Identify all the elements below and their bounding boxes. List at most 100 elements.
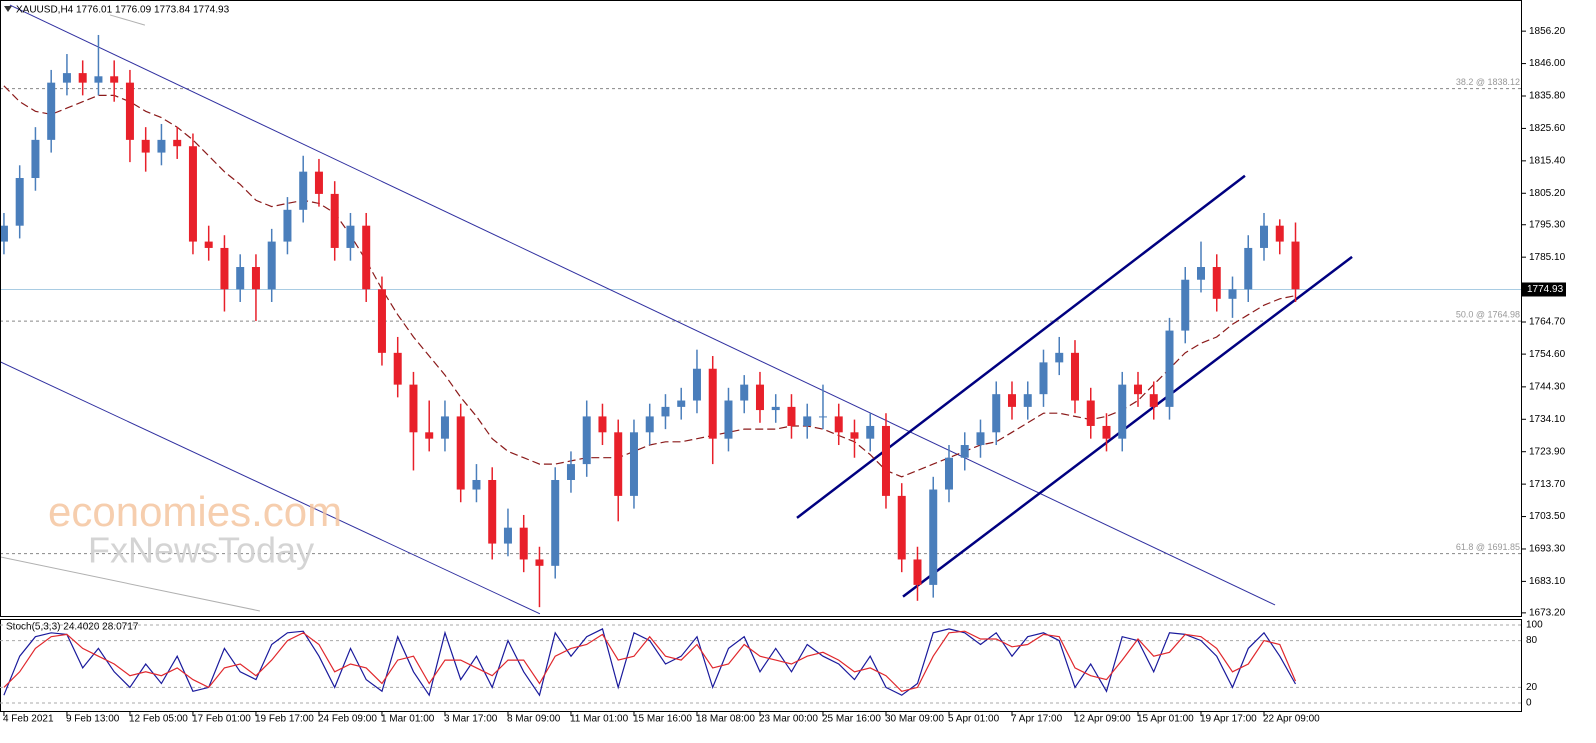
candle-body bbox=[881, 425, 890, 496]
candle-body bbox=[1165, 330, 1174, 407]
candle-body bbox=[692, 368, 701, 401]
candle-body bbox=[976, 432, 985, 446]
candle-body bbox=[94, 76, 103, 83]
stoch-panel-border bbox=[0, 619, 1522, 712]
candle-body bbox=[314, 171, 323, 194]
candle-body bbox=[125, 82, 134, 140]
candle-body bbox=[755, 384, 764, 411]
candle-body bbox=[787, 406, 796, 426]
x-tick-label: 18 Mar 08:00 bbox=[696, 714, 755, 725]
candle-body bbox=[519, 527, 528, 560]
last-price-label: 1774.93 bbox=[1527, 284, 1564, 295]
candle-body bbox=[251, 267, 260, 290]
candle-body bbox=[1055, 352, 1064, 363]
stoch-tick-label: 20 bbox=[1526, 682, 1538, 693]
candle-body bbox=[677, 400, 686, 407]
candle-body bbox=[220, 247, 229, 290]
y-tick-label: 1754.60 bbox=[1529, 349, 1566, 360]
y-tick-label: 1683.10 bbox=[1529, 576, 1566, 587]
x-tick-label: 22 Apr 09:00 bbox=[1263, 714, 1320, 725]
y-tick-label: 1835.80 bbox=[1529, 91, 1566, 102]
candle-body bbox=[944, 457, 953, 490]
y-tick-label: 1744.30 bbox=[1529, 381, 1566, 392]
stoch-line bbox=[3, 630, 1297, 692]
candle-body bbox=[551, 479, 560, 566]
candle-body bbox=[1149, 394, 1158, 407]
fib-label: 50.0 @ 1764.98 bbox=[1456, 309, 1520, 319]
candle-body bbox=[1039, 362, 1048, 395]
candle-body bbox=[425, 432, 434, 439]
candle-body bbox=[1102, 425, 1111, 439]
candle-body bbox=[204, 241, 213, 248]
x-tick-label: 15 Mar 16:00 bbox=[633, 714, 692, 725]
candle-body bbox=[661, 406, 670, 417]
candle-body bbox=[1023, 394, 1032, 407]
candle-body bbox=[724, 400, 733, 439]
x-tick-label: 25 Mar 16:00 bbox=[822, 714, 881, 725]
x-tick-label: 4 Feb 2021 bbox=[3, 714, 54, 725]
candle-body bbox=[346, 225, 355, 248]
stoch-tick-label: 80 bbox=[1526, 635, 1538, 646]
candle-body bbox=[708, 368, 717, 439]
x-tick-label: 8 Mar 09:00 bbox=[507, 714, 561, 725]
candle-body bbox=[78, 73, 87, 83]
fib-label: 61.8 @ 1691.85 bbox=[1456, 542, 1520, 552]
candle-body bbox=[299, 171, 308, 210]
candle-body bbox=[929, 489, 938, 585]
y-tick-label: 1764.70 bbox=[1529, 317, 1566, 328]
candle-body bbox=[188, 146, 197, 242]
candle-body bbox=[1275, 225, 1284, 242]
x-tick-label: 11 Mar 01:00 bbox=[570, 714, 629, 725]
stoch-tick-label: 100 bbox=[1526, 620, 1543, 631]
trendline bbox=[0, 556, 260, 612]
y-tick-label: 1785.10 bbox=[1529, 252, 1566, 263]
x-tick-label: 5 Apr 01:00 bbox=[948, 714, 1000, 725]
open: 1776.01 bbox=[76, 5, 113, 16]
candle-body bbox=[740, 384, 749, 401]
y-tick-label: 1815.40 bbox=[1529, 155, 1566, 166]
y-tick-label: 1846.00 bbox=[1529, 58, 1566, 69]
candle-body bbox=[1196, 267, 1205, 280]
candle-body bbox=[582, 416, 591, 465]
x-tick-label: 17 Feb 01:00 bbox=[192, 714, 251, 725]
candle-body bbox=[598, 416, 607, 433]
stoch-line bbox=[3, 628, 1297, 697]
symbol: XAUUSD,H4 bbox=[16, 5, 74, 16]
y-tick-label: 1856.20 bbox=[1529, 26, 1566, 37]
candle-body bbox=[456, 416, 465, 490]
candle-body bbox=[614, 432, 623, 496]
candle-body bbox=[110, 76, 119, 83]
x-tick-label: 12 Feb 05:00 bbox=[129, 714, 188, 725]
main-panel-border bbox=[0, 0, 1522, 617]
candle-body bbox=[645, 416, 654, 433]
candle-body bbox=[330, 193, 339, 248]
y-tick-label: 1693.30 bbox=[1529, 544, 1566, 555]
candle-body bbox=[362, 225, 371, 290]
candle-body bbox=[818, 416, 827, 418]
candle-body bbox=[393, 352, 402, 385]
candle-body bbox=[1181, 279, 1190, 331]
x-tick-label: 7 Apr 17:00 bbox=[1011, 714, 1063, 725]
x-tick-label: 19 Apr 17:00 bbox=[1200, 714, 1257, 725]
low: 1773.84 bbox=[154, 5, 191, 16]
candle-body bbox=[535, 559, 544, 566]
candle-body bbox=[409, 384, 418, 433]
candle-body bbox=[236, 267, 245, 290]
stoch-tick-label: 0 bbox=[1526, 698, 1532, 709]
y-tick-label: 1795.30 bbox=[1529, 219, 1566, 230]
candle-body bbox=[1212, 267, 1221, 299]
plot bbox=[0, 4, 1522, 615]
watermark: FxNewsToday bbox=[88, 530, 314, 571]
high: 1776.09 bbox=[115, 5, 152, 16]
candle-body bbox=[897, 495, 906, 560]
candle-body bbox=[803, 416, 812, 426]
candle-body bbox=[1228, 289, 1237, 299]
y-tick-label: 1805.20 bbox=[1529, 188, 1566, 199]
y-tick-label: 1713.70 bbox=[1529, 479, 1566, 490]
candle-body bbox=[0, 225, 8, 242]
candle-body bbox=[629, 432, 638, 496]
y-tick-label: 1734.10 bbox=[1529, 414, 1566, 425]
candle-body bbox=[1133, 384, 1142, 395]
candle-body bbox=[31, 139, 40, 179]
candle-body bbox=[267, 241, 276, 290]
